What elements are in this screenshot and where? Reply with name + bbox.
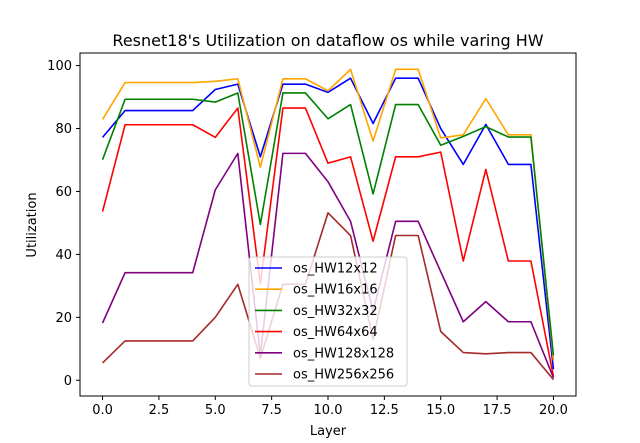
x-tick-label: 2.5 <box>149 403 170 418</box>
legend-label-os_HW256x256: os_HW256x256 <box>293 368 394 383</box>
x-tick-label: 0.0 <box>92 403 113 418</box>
series-line-os_HW256x256 <box>101 212 555 381</box>
y-tick-label: 40 <box>55 248 72 263</box>
x-axis-label: Layer <box>310 424 347 439</box>
x-axis-ticks: 0.0 2.5 5.0 7.5 10.0 12.5 15.0 17.5 20.0 <box>92 396 568 418</box>
series-line-os_HW128x128 <box>101 152 555 379</box>
y-tick-label: 20 <box>55 311 72 326</box>
legend-label-os_HW128x128: os_HW128x128 <box>293 346 394 361</box>
x-tick-label: 10.0 <box>314 403 343 418</box>
legend-label-os_HW32x32: os_HW32x32 <box>293 304 378 319</box>
y-tick-label: 80 <box>55 122 72 137</box>
plot-lines <box>101 68 555 381</box>
series-line-os_HW64x64 <box>101 107 555 377</box>
chart-title: Resnet18's Utilization on dataflow os wh… <box>112 31 543 50</box>
x-tick-label: 20.0 <box>539 403 568 418</box>
y-tick-label: 100 <box>47 59 72 74</box>
series-line-os_HW32x32 <box>101 92 555 356</box>
y-axis-ticks: 0 20 40 60 80 100 <box>47 59 80 389</box>
x-tick-label: 15.0 <box>426 403 455 418</box>
x-tick-label: 7.5 <box>261 403 282 418</box>
y-tick-label: 60 <box>55 185 72 200</box>
series-line-os_HW16x16 <box>101 68 555 361</box>
x-tick-label: 5.0 <box>205 403 226 418</box>
legend-box <box>248 256 408 387</box>
legend-label-os_HW12x12: os_HW12x12 <box>293 262 378 277</box>
series-line-os_HW12x12 <box>101 77 555 370</box>
x-tick-label: 17.5 <box>483 403 512 418</box>
y-tick-label: 0 <box>64 374 72 389</box>
x-tick-label: 12.5 <box>370 403 399 418</box>
y-axis-label: Utilization <box>25 192 40 257</box>
legend-label-os_HW16x16: os_HW16x16 <box>293 283 378 298</box>
legend: os_HW12x12 os_HW16x16 os_HW32x32 os_HW64x64… <box>248 256 408 387</box>
legend-label-os_HW64x64: os_HW64x64 <box>293 325 378 340</box>
